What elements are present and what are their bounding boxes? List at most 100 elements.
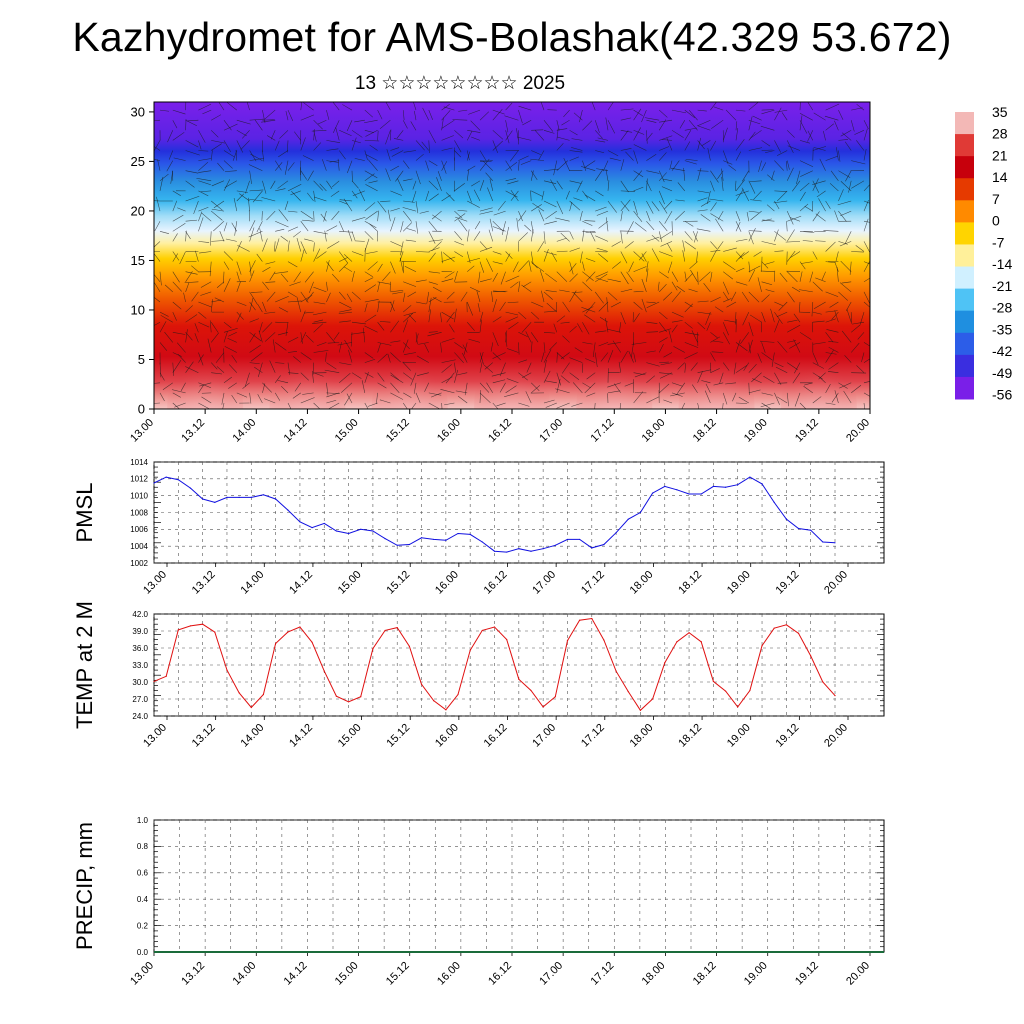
wind-vector [863, 120, 869, 130]
wind-vector [530, 170, 538, 181]
wind-vector [836, 147, 839, 161]
colorbar-swatch [955, 288, 974, 312]
wind-vector [748, 131, 756, 141]
wind-vector [210, 231, 212, 246]
wind-vector [598, 220, 609, 229]
wind-vector [201, 212, 212, 222]
wind-vector [706, 322, 711, 331]
wind-vector [441, 110, 451, 121]
wind-vector [368, 180, 378, 184]
wind-vector [837, 200, 852, 206]
wind-vector [605, 217, 609, 232]
heatmap-x-tick-label: 13.12 [179, 417, 207, 445]
wind-vector [269, 271, 276, 281]
wind-vector [851, 180, 865, 189]
wind-vector [364, 352, 374, 359]
x-tick-label: 17.12 [588, 960, 616, 988]
wind-vector [586, 372, 596, 380]
wind-vector [211, 180, 225, 187]
wind-vector [582, 261, 585, 271]
wind-vector [774, 372, 782, 385]
plot-frame [153, 819, 885, 953]
wind-vector [660, 241, 673, 247]
wind-vector [366, 251, 378, 254]
heatmap-x-tick-label: 14.12 [282, 417, 310, 445]
wind-vector [351, 180, 359, 189]
wind-vector [774, 311, 783, 324]
wind-vector [607, 150, 619, 157]
wind-vector [419, 210, 429, 214]
wind-vector [859, 312, 865, 325]
wind-vector [733, 362, 737, 375]
wind-vector [863, 277, 870, 283]
wind-vector [659, 372, 673, 379]
wind-vector [710, 180, 715, 192]
wind-vector [377, 353, 388, 363]
wind-vector [767, 174, 775, 182]
wind-vector [460, 291, 468, 302]
data-point [591, 547, 593, 549]
wind-vector [492, 140, 498, 154]
wind-vector [402, 362, 411, 371]
wind-vector [491, 291, 494, 303]
wind-vector [834, 210, 839, 222]
wind-vector [596, 277, 609, 283]
wind-vector [556, 128, 568, 131]
wind-vector [697, 369, 712, 373]
wind-vector [377, 322, 385, 331]
wind-vector [786, 221, 788, 232]
data-point [712, 680, 714, 683]
wind-vector [179, 251, 186, 265]
wind-vector [505, 162, 518, 171]
colorbar-swatch [955, 156, 974, 179]
wind-vector [505, 120, 509, 133]
wind-vector [573, 292, 583, 303]
wind-vector [300, 221, 309, 232]
wind-vector [275, 321, 289, 324]
wind-vector [210, 322, 219, 333]
wind-vector [324, 369, 340, 373]
wind-vector [688, 288, 698, 293]
wind-vector [505, 251, 513, 259]
wind-vector [326, 180, 333, 190]
wind-vector [658, 152, 667, 161]
wind-vector [390, 261, 396, 274]
wind-vector [346, 293, 353, 303]
wind-vector [223, 271, 225, 284]
wind-vector [829, 183, 839, 192]
wind-vector [725, 382, 737, 385]
wind-vector [599, 316, 609, 323]
data-point [700, 641, 702, 643]
wind-vector [569, 326, 577, 333]
data-point [481, 629, 483, 632]
data-point [761, 483, 763, 485]
wind-vector [172, 271, 180, 283]
wind-vector [825, 332, 834, 343]
wind-vector [748, 116, 753, 131]
wind-vector [624, 382, 634, 387]
wind-vector [725, 109, 737, 121]
wind-vector [825, 310, 838, 313]
wind-vector [571, 147, 583, 151]
wind-vector [774, 319, 780, 333]
wind-vector [791, 180, 801, 192]
wind-vector [598, 342, 609, 347]
wind-vector [300, 372, 309, 381]
wind-vector [471, 136, 481, 141]
wind-vector [402, 160, 410, 169]
data-point [554, 544, 556, 546]
wind-vector [363, 327, 366, 343]
wind-vector [454, 130, 464, 139]
wind-vector [397, 178, 404, 192]
wind-vector [390, 301, 395, 312]
wind-vector [377, 372, 385, 382]
wind-vector [278, 150, 289, 158]
data-point [287, 509, 289, 511]
wind-vector [761, 140, 771, 147]
wind-vector [463, 342, 468, 355]
wind-vector [391, 150, 404, 157]
wind-vector [313, 350, 329, 353]
wind-vector [748, 364, 757, 373]
wind-vector [569, 200, 581, 211]
wind-vector [560, 375, 570, 384]
